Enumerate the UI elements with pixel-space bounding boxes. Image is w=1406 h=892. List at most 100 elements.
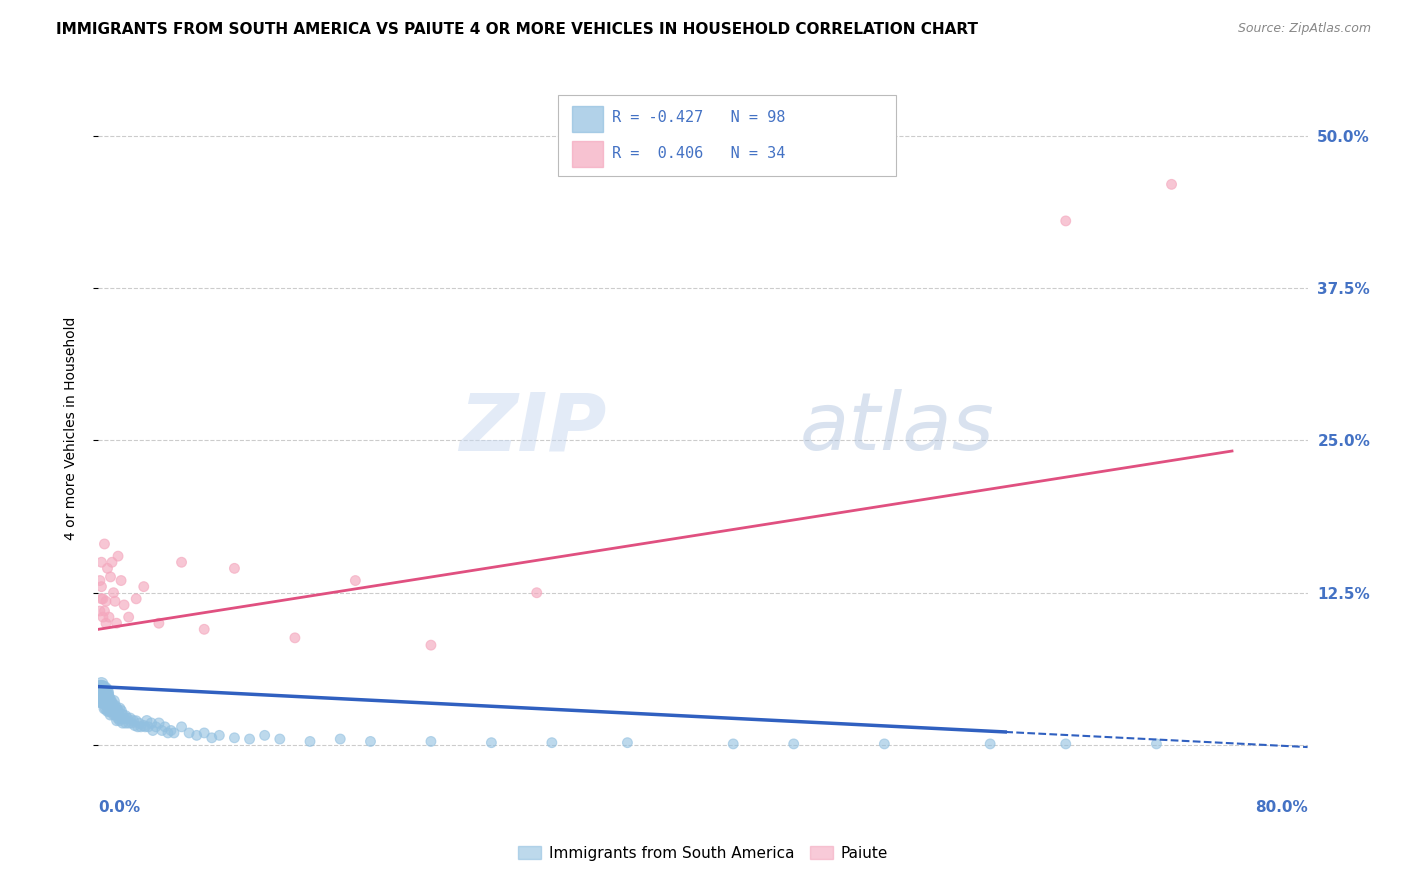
Point [526,586,548,600]
Point [93,690,115,704]
Point [94,687,117,701]
Point [224,731,246,745]
Text: R =  0.406   N = 34: R = 0.406 N = 34 [613,146,786,161]
Point [115,711,138,725]
Point [91,696,114,710]
Point [90,555,112,569]
Point [105,707,128,722]
Point [93,537,115,551]
Point [284,631,307,645]
Point [129,720,152,734]
Point [104,594,127,608]
Point [110,574,132,588]
Point [100,694,122,708]
Legend: Immigrants from South America, Paiute: Immigrants from South America, Paiute [512,839,894,867]
Point [136,720,159,734]
Point [91,591,114,606]
Point [193,623,215,637]
Point [150,723,173,738]
Point [121,716,143,731]
Point [120,711,142,725]
Point [89,604,111,618]
Point [90,591,112,606]
Point [100,701,122,715]
Text: Source: ZipAtlas.com: Source: ZipAtlas.com [1237,22,1371,36]
Point [103,701,125,715]
Point [89,574,111,588]
Point [156,726,179,740]
Point [1054,214,1077,228]
Point [118,610,141,624]
Point [253,728,276,742]
Point [783,737,806,751]
Point [93,696,115,710]
Point [141,716,163,731]
Text: 80.0%: 80.0% [1254,800,1308,815]
Point [107,711,129,725]
Point [112,711,135,725]
Point [107,704,129,718]
Point [148,616,170,631]
Point [873,737,896,751]
Point [148,716,170,731]
Point [163,726,186,740]
Point [160,723,183,738]
Point [93,604,115,618]
Point [96,699,118,714]
Y-axis label: 4 or more Vehicles in Household: 4 or more Vehicles in Household [63,317,77,540]
Point [94,683,117,698]
Point [135,714,157,728]
Text: ZIP: ZIP [458,389,606,467]
Point [125,714,148,728]
Point [118,716,141,731]
Point [96,690,118,704]
Point [145,720,167,734]
FancyBboxPatch shape [572,106,603,132]
Point [481,736,503,750]
Point [105,616,128,631]
Point [100,707,122,722]
Point [108,701,131,715]
Point [299,734,322,748]
Point [91,610,114,624]
Text: IMMIGRANTS FROM SOUTH AMERICA VS PAIUTE 4 OR MORE VEHICLES IN HOUSEHOLD CORRELAT: IMMIGRANTS FROM SOUTH AMERICA VS PAIUTE … [56,22,979,37]
Point [90,680,112,694]
Point [114,709,136,723]
Point [93,701,115,715]
Point [239,731,262,746]
Point [1144,737,1167,751]
Point [132,718,155,732]
Point [134,720,156,734]
Point [90,691,112,706]
Point [170,555,193,569]
Point [103,586,125,600]
Point [108,714,131,728]
Point [89,686,111,700]
Text: atlas: atlas [800,389,994,467]
Point [100,570,122,584]
Point [344,574,367,588]
Point [540,736,562,750]
Point [616,736,638,750]
Point [103,707,125,722]
Point [94,616,117,631]
Point [90,580,112,594]
Point [101,555,124,569]
Point [420,734,443,748]
Point [723,737,745,751]
Point [1160,178,1182,192]
Point [110,711,132,725]
Point [420,638,443,652]
Point [269,731,291,746]
Point [104,707,127,722]
Point [91,683,114,698]
Point [94,594,117,608]
Point [89,690,111,704]
FancyBboxPatch shape [558,95,897,176]
Point [90,677,112,691]
Text: 0.0%: 0.0% [98,800,141,815]
Point [98,698,121,712]
Point [93,684,115,698]
Point [105,701,128,715]
Point [125,591,148,606]
